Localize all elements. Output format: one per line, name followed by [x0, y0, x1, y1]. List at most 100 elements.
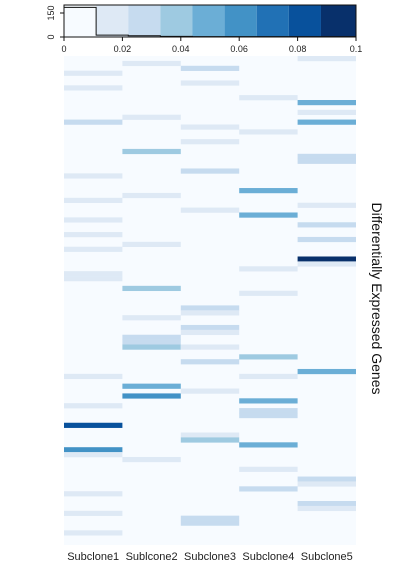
- heatmap-cell: [297, 222, 356, 228]
- heatmap-cell: [122, 114, 181, 120]
- heatmap-cell: [297, 56, 356, 62]
- heatmap-cell: [297, 119, 356, 125]
- column-label: Sublcone2: [126, 551, 178, 563]
- heatmap-cell: [239, 354, 298, 360]
- color-key-x-tick-label: 0.04: [172, 44, 190, 54]
- color-key-band: [160, 5, 193, 37]
- heatmap-cell: [64, 232, 123, 238]
- color-key-band: [128, 5, 161, 37]
- column-labels: Subclone1 Sublcone2 Subclone3 Subclone4 Subc…: [67, 551, 353, 563]
- heatmap-cell: [64, 510, 123, 516]
- heatmap-cell: [239, 466, 298, 472]
- heatmap-cell: [64, 276, 123, 282]
- color-key: 0 150 0 0.02 0.04 0.06 0.08 0.1: [46, 4, 362, 54]
- heatmap-cell: [122, 334, 181, 340]
- color-key-band: [288, 5, 321, 37]
- heatmap-cell: [297, 109, 356, 115]
- heatmap-cell: [297, 500, 356, 507]
- heatmap-cell: [180, 520, 240, 526]
- heatmap-cell: [122, 148, 181, 155]
- heatmap-cell: [180, 65, 240, 71]
- heatmap-cell: [64, 217, 123, 223]
- heatmap-cell: [297, 505, 356, 512]
- column-label: Subclone4: [242, 551, 294, 563]
- heatmap-cell: [64, 197, 123, 203]
- heatmap-cell: [64, 530, 123, 536]
- color-key-x-axis: 0 0.02 0.04 0.06 0.08 0.1: [61, 37, 362, 54]
- heatmap-cell: [180, 80, 240, 86]
- heatmap-cell: [239, 188, 298, 194]
- heatmap-cell: [239, 212, 298, 218]
- heatmap-cell: [180, 437, 240, 443]
- color-key-band: [224, 5, 257, 37]
- heatmap-cell: [180, 310, 240, 316]
- heatmap-cell: [122, 383, 181, 389]
- heatmap-cell: [239, 412, 298, 419]
- heatmap-cell: [64, 119, 123, 125]
- heatmap-cell: [239, 408, 298, 414]
- heatmap-cell: [239, 398, 298, 404]
- heatmap-cell: [64, 173, 123, 179]
- color-key-band: [96, 5, 129, 37]
- color-key-histogram-line: [63, 6, 356, 38]
- heatmap-cell: [64, 403, 123, 409]
- column-label: Subclone1: [67, 551, 119, 563]
- heatmap-cell: [64, 373, 123, 380]
- heatmap-cell: [239, 129, 298, 135]
- heatmap-cell: [297, 158, 356, 164]
- heatmap-cell: [180, 168, 240, 174]
- color-key-band: [192, 5, 225, 37]
- heatmap-cell: [297, 256, 356, 262]
- heatmap-cell: [297, 153, 356, 159]
- y-axis-label: Differentially Expressed Genes: [369, 203, 385, 395]
- color-key-bands: [64, 5, 356, 37]
- color-key-band: [320, 5, 356, 37]
- color-key-x-tick-label: 0: [61, 44, 66, 54]
- heatmap-cell: [64, 447, 123, 453]
- color-key-frame: [63, 4, 357, 38]
- heatmap-cell: [180, 432, 240, 438]
- color-key-band: [256, 5, 289, 37]
- heatmap-cell: [239, 95, 298, 101]
- heatmap-cell: [297, 368, 356, 375]
- heatmap-cell: [122, 192, 181, 199]
- column-label: Subclone3: [184, 551, 236, 563]
- heatmap-cell: [297, 481, 356, 487]
- heatmap-cell: [122, 241, 181, 248]
- heatmap-cell: [180, 207, 240, 213]
- heatmap-cell: [297, 100, 356, 106]
- heatmap-cell: [297, 261, 356, 267]
- heatmap-cell: [64, 85, 123, 91]
- heatmap-cell: [297, 202, 356, 208]
- heatmap-cell: [122, 344, 181, 350]
- color-key-y-axis: 0 150: [46, 5, 64, 40]
- heatmap-cell: [64, 246, 123, 252]
- heatmap-cell: [239, 486, 298, 492]
- color-key-y-tick-label: 0: [46, 34, 56, 39]
- heatmap-cell: [122, 60, 181, 67]
- heatmap-cell: [180, 515, 240, 521]
- heatmap-cell: [239, 290, 298, 296]
- heatmap-cell: [122, 393, 181, 399]
- heatmap-cell: [122, 285, 181, 292]
- color-key-y-tick-label: 150: [46, 5, 56, 20]
- heatmap-cell: [180, 139, 240, 145]
- color-key-x-tick-label: 0.02: [114, 44, 132, 54]
- heatmap-cell: [180, 388, 240, 394]
- heatmap-cell: [180, 305, 240, 311]
- heatmap-background: [64, 56, 356, 545]
- column-label: Subclone5: [301, 551, 353, 563]
- color-key-x-tick-label: 0.06: [230, 44, 248, 54]
- heatmap-cell: [180, 329, 240, 336]
- heatmap-cell: [64, 452, 123, 458]
- heatmap-cell: [64, 70, 123, 76]
- heatmap-cell: [297, 236, 356, 243]
- heatmap-cell: [297, 476, 356, 482]
- heatmap-cell: [239, 442, 298, 448]
- heatmap-cell: [239, 373, 298, 380]
- color-key-band: [64, 5, 97, 37]
- color-key-x-tick-label: 0.1: [350, 44, 363, 54]
- color-key-x-tick-label: 0.08: [289, 44, 307, 54]
- heatmap-cell: [64, 422, 123, 428]
